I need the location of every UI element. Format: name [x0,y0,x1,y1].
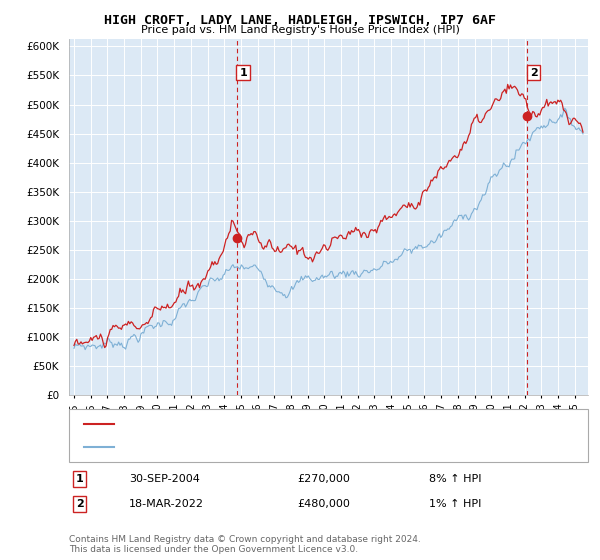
Text: 8% ↑ HPI: 8% ↑ HPI [429,474,482,484]
Text: 1: 1 [76,474,83,484]
Text: 1% ↑ HPI: 1% ↑ HPI [429,499,481,509]
Text: Contains HM Land Registry data © Crown copyright and database right 2024.
This d: Contains HM Land Registry data © Crown c… [69,535,421,554]
Text: HPI: Average price, detached house, Babergh: HPI: Average price, detached house, Babe… [120,442,357,452]
Text: HIGH CROFT, LADY LANE, HADLEIGH, IPSWICH, IP7 6AF: HIGH CROFT, LADY LANE, HADLEIGH, IPSWICH… [104,14,496,27]
Text: £480,000: £480,000 [297,499,350,509]
Text: 30-SEP-2004: 30-SEP-2004 [129,474,200,484]
Text: £270,000: £270,000 [297,474,350,484]
Text: Price paid vs. HM Land Registry's House Price Index (HPI): Price paid vs. HM Land Registry's House … [140,25,460,35]
Text: 2: 2 [530,68,538,78]
Text: 1: 1 [239,68,247,78]
Text: HIGH CROFT, LADY LANE, HADLEIGH, IPSWICH, IP7 6AF (detached house): HIGH CROFT, LADY LANE, HADLEIGH, IPSWICH… [120,419,500,429]
Text: 18-MAR-2022: 18-MAR-2022 [129,499,204,509]
Text: 2: 2 [76,499,83,509]
